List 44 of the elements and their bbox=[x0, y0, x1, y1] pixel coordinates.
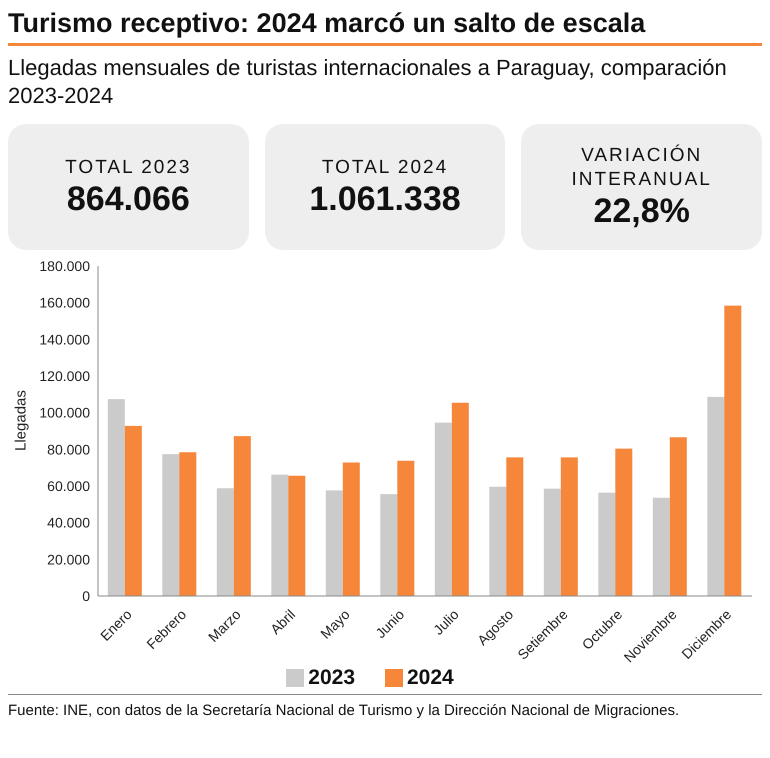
y-axis-title: Llegadas bbox=[12, 390, 30, 451]
legend-label: 2024 bbox=[407, 666, 454, 689]
bar bbox=[124, 426, 142, 596]
bar bbox=[452, 402, 469, 596]
y-tick-label: 60.000 bbox=[47, 478, 90, 494]
bar bbox=[179, 452, 196, 596]
bar bbox=[670, 437, 687, 596]
bar bbox=[234, 436, 251, 596]
bar bbox=[615, 448, 632, 596]
bar bbox=[506, 457, 524, 596]
bar bbox=[724, 306, 742, 596]
bar bbox=[108, 399, 125, 596]
bar bbox=[598, 492, 616, 596]
chart-subtitle: Llegadas mensuales de turistas internacionales a Paraguay, comparación 2023-2024 bbox=[8, 54, 728, 110]
bar bbox=[560, 457, 578, 596]
y-tick-label: 140.000 bbox=[39, 331, 90, 348]
y-tick-label: 0 bbox=[82, 588, 90, 604]
summary-card: TOTAL 2023 864.066 bbox=[8, 124, 249, 250]
bar bbox=[162, 454, 180, 596]
bar bbox=[326, 490, 343, 596]
y-tick-label: 40.000 bbox=[47, 514, 90, 531]
bar bbox=[271, 474, 288, 596]
bar bbox=[434, 422, 452, 596]
y-tick-label: 160.000 bbox=[39, 294, 90, 311]
y-tick-label: 100.000 bbox=[39, 404, 90, 421]
chart-title: Turismo receptivo: 2024 marcó un salto de escala bbox=[8, 8, 762, 46]
bar bbox=[342, 462, 360, 596]
bar bbox=[652, 498, 670, 596]
summary-card: TOTAL 2024 1.061.338 bbox=[264, 124, 506, 250]
y-tick-label: 20.000 bbox=[47, 551, 90, 568]
legend-label: 2023 bbox=[308, 666, 355, 689]
source-note: Fuente: INE, con datos de la Secretaría Nacional de Turismo y la Dirección Nacional de Migraciones. bbox=[8, 694, 762, 721]
y-tick-label: 80.000 bbox=[47, 441, 90, 458]
bar bbox=[707, 396, 724, 596]
x-tick-label: Julio bbox=[430, 606, 462, 638]
bar bbox=[489, 486, 506, 596]
y-tick-label: 180.000 bbox=[39, 258, 90, 274]
bar bbox=[288, 476, 306, 596]
bar bbox=[380, 494, 398, 596]
summary-card: VARIACIÓN INTERANUAL 22,8% bbox=[521, 124, 762, 250]
bar bbox=[397, 460, 414, 596]
bar bbox=[216, 488, 234, 596]
bar bbox=[544, 488, 561, 596]
y-tick-label: 120.000 bbox=[39, 368, 90, 384]
